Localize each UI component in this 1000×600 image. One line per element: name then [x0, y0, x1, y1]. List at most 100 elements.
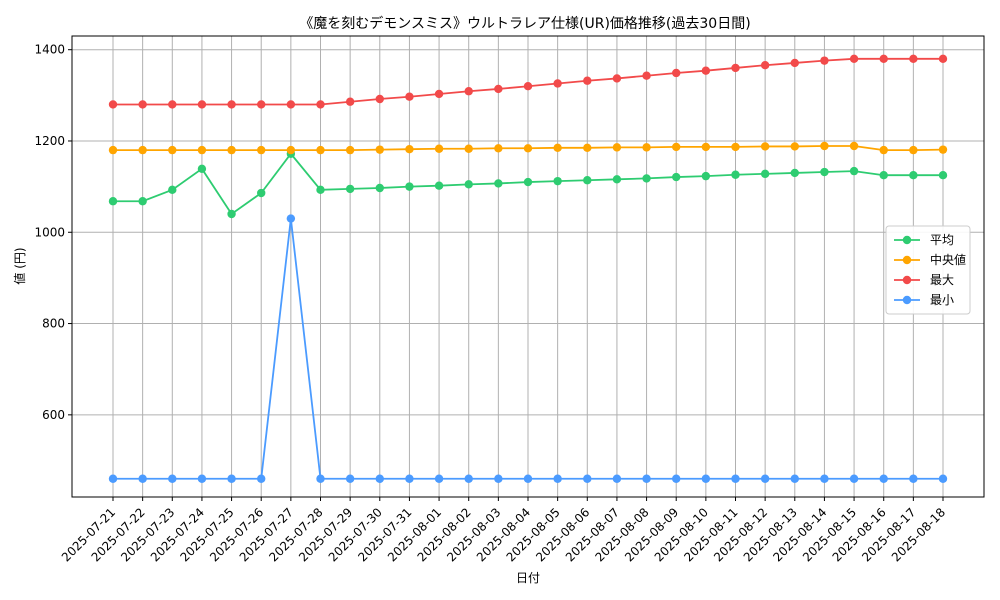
data-point: [701, 171, 711, 181]
legend-box: [885, 225, 971, 315]
data-point: [316, 185, 325, 195]
data-point: [760, 61, 770, 70]
data-point: [345, 145, 355, 155]
data-point: [375, 145, 384, 154]
data-point: [434, 144, 444, 153]
data-point: [316, 145, 325, 155]
data-point: [909, 54, 918, 64]
data-point: [464, 144, 473, 153]
data-point: [197, 145, 207, 155]
data-point: [494, 179, 503, 188]
data-point: [642, 71, 651, 80]
data-point: [553, 474, 562, 483]
legend-label: 中央値: [930, 252, 966, 267]
y-tick-label: 600: [42, 408, 65, 422]
data-point: [820, 141, 829, 151]
data-point: [849, 474, 859, 483]
x-axis-label: 日付: [516, 571, 540, 585]
data-point: [612, 74, 622, 83]
data-point: [286, 214, 296, 223]
data-point: [405, 92, 414, 101]
data-point: [405, 182, 414, 191]
data-point: [583, 143, 592, 153]
data-point: [849, 54, 859, 64]
legend-label: 最小: [930, 293, 954, 307]
data-point: [464, 474, 473, 483]
data-point: [197, 100, 207, 109]
data-point: [138, 197, 147, 206]
data-point: [227, 474, 236, 483]
data-point: [464, 180, 473, 189]
data-point: [731, 474, 740, 483]
data-point: [345, 184, 355, 194]
data-point: [642, 143, 651, 152]
data-point: [168, 474, 177, 483]
data-point: [612, 474, 622, 483]
data-point: [938, 474, 948, 483]
series-layer: [108, 54, 948, 483]
data-point: [553, 176, 562, 186]
y-axis-label: 値 (円): [12, 247, 27, 284]
data-point: [553, 143, 562, 153]
legend-marker: [902, 275, 912, 285]
data-point: [434, 474, 444, 483]
data-point: [227, 100, 236, 109]
data-point: [701, 474, 711, 483]
chart-title: 《魔を刻むデモンスミス》ウルトラレア仕様(UR)価格推移(過去30日間): [299, 15, 750, 32]
data-point: [938, 145, 948, 154]
data-point: [672, 68, 681, 78]
data-point: [257, 188, 266, 198]
legend-label: 最大: [930, 273, 954, 287]
data-point: [257, 145, 266, 155]
data-point: [879, 54, 888, 64]
data-point: [168, 185, 177, 195]
x-axis: 2025-07-212025-07-222025-07-232025-07-24…: [59, 497, 948, 564]
data-point: [108, 145, 118, 155]
data-point: [494, 144, 503, 153]
data-point: [494, 474, 503, 483]
data-point: [375, 474, 384, 483]
data-point: [257, 100, 266, 109]
data-point: [583, 176, 592, 185]
data-point: [790, 474, 799, 483]
data-point: [849, 166, 859, 176]
data-point: [879, 145, 888, 155]
data-point: [286, 100, 296, 109]
data-point: [701, 142, 711, 152]
legend-marker: [902, 255, 912, 265]
data-point: [760, 169, 770, 179]
data-point: [257, 474, 266, 483]
data-point: [523, 474, 533, 483]
data-point: [434, 181, 444, 190]
data-point: [820, 474, 829, 483]
data-point: [672, 172, 681, 182]
data-point: [731, 142, 740, 152]
data-point: [553, 79, 562, 88]
data-point: [583, 76, 592, 85]
y-tick-label: 1000: [34, 225, 65, 239]
data-point: [168, 145, 177, 155]
data-point: [760, 142, 770, 151]
data-point: [434, 89, 444, 99]
data-point: [197, 474, 207, 483]
data-point: [375, 94, 384, 104]
data-point: [108, 474, 118, 483]
legend-marker: [902, 235, 912, 245]
data-point: [286, 145, 296, 155]
data-point: [909, 171, 918, 180]
y-tick-label: 1200: [34, 134, 65, 148]
data-point: [523, 82, 533, 91]
data-point: [405, 144, 414, 154]
data-point: [405, 474, 414, 483]
data-point: [345, 474, 355, 483]
data-point: [138, 100, 147, 109]
data-point: [879, 474, 888, 483]
data-point: [672, 142, 681, 152]
data-point: [227, 145, 236, 155]
data-point: [345, 97, 355, 106]
data-point: [731, 170, 740, 179]
data-point: [642, 174, 651, 183]
data-point: [464, 87, 473, 96]
